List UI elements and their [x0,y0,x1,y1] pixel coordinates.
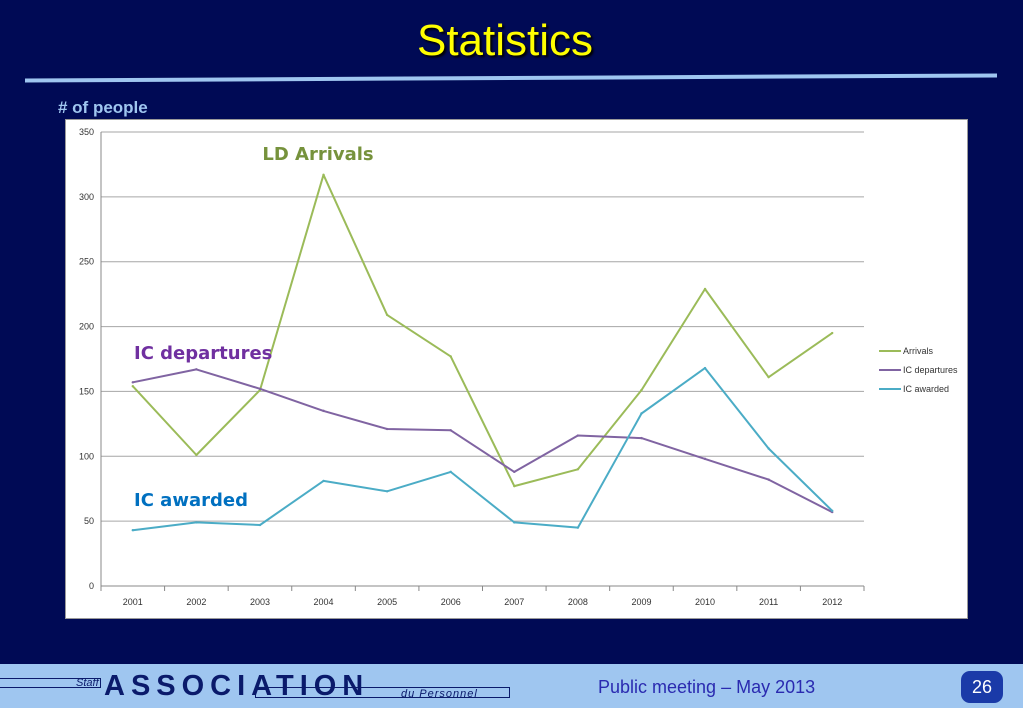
data-point-ic-departures [513,470,516,474]
series-line-ic-awarded [132,367,833,532]
data-point-ic-awarded [513,521,516,524]
data-point-ic-awarded [131,529,134,532]
staff-logo-text: Staff [76,677,99,689]
series-line-ic-departures [132,368,833,513]
data-point-arrivals [767,375,770,379]
slide-title: Statistics [416,16,594,65]
x-tick-label: 2004 [314,597,334,607]
x-tick-label: 2007 [504,597,524,607]
data-point-arrivals [640,388,643,392]
data-point-ic-departures [703,457,707,461]
line-chart: 0 50 100 150 200 250 300 350 2001 2002 2003 2004 200… [79,127,958,607]
y-tick-label: 0 [89,581,94,591]
data-point-ic-awarded [703,366,707,370]
data-point-arrivals [385,313,389,317]
data-point-ic-awarded [385,490,389,493]
data-point-ic-departures [767,478,770,481]
page-number: 26 [961,671,1003,703]
data-point-ic-departures [258,387,262,391]
data-point-ic-departures [640,436,643,440]
association-logo-text: ASSOCIATION [104,670,370,702]
footer-line-right [255,687,510,698]
title-divider [25,73,997,83]
data-point-arrivals [513,484,516,488]
data-point-ic-awarded [195,521,198,524]
y-tick-label: 150 [79,386,94,396]
du-personnel-logo-text: du Personnel [401,688,478,700]
data-point-arrivals [322,173,325,177]
data-point-ic-awarded [640,412,643,415]
y-tick-label: 50 [84,516,94,526]
footer-line-left [0,678,101,688]
y-tick-label: 350 [79,127,94,137]
x-tick-label: 2006 [441,597,461,607]
x-tick-label: 2012 [822,597,842,607]
data-point-arrivals [131,385,134,388]
x-tick-label: 2005 [377,597,397,607]
data-point-ic-awarded [767,447,770,450]
x-tick-label: 2011 [759,597,778,607]
data-point-ic-departures [195,368,198,371]
series-line-arrivals [132,173,833,488]
series-annotation: IC departures [134,343,272,364]
y-tick-label: 100 [79,451,94,461]
data-point-arrivals [831,331,834,335]
data-point-ic-departures [322,409,325,413]
x-tick-label: 2002 [186,597,206,607]
series-annotation: IC awarded [134,490,248,511]
data-point-ic-departures [131,381,134,384]
legend-label: IC departures [903,365,958,375]
x-tick-label: 2001 [123,597,143,607]
data-point-arrivals [449,355,452,358]
data-point-arrivals [703,287,707,291]
footer-caption: Public meeting – May 2013 [598,677,816,697]
data-point-ic-awarded [449,470,452,474]
x-tick-label: 2003 [250,597,270,607]
footer-bar: Staff ASSOCIATION du Personnel Public me… [0,664,1023,708]
legend-label: IC awarded [903,384,949,394]
x-tick-label: 2009 [631,597,651,607]
data-point-ic-awarded [576,526,580,529]
y-tick-label: 250 [79,257,94,267]
data-point-ic-departures [449,429,452,432]
data-point-arrivals [576,468,580,471]
data-point-ic-departures [576,434,580,437]
data-point-ic-awarded [831,509,834,512]
y-tick-label: 300 [79,192,94,202]
y-tick-label: 200 [79,322,94,332]
series-annotation: LD Arrivals [262,144,373,165]
legend-label: Arrivals [903,346,934,356]
y-axis-label: # of people [58,98,148,117]
data-point-ic-awarded [322,479,325,483]
data-point-ic-awarded [258,523,262,527]
x-tick-label: 2010 [695,597,715,607]
x-tick-label: 2008 [568,597,588,607]
chart-container: 0 50 100 150 200 250 300 350 2001 2002 2003 2004 200… [65,119,968,619]
data-point-arrivals [195,453,198,457]
data-point-ic-departures [385,427,389,431]
